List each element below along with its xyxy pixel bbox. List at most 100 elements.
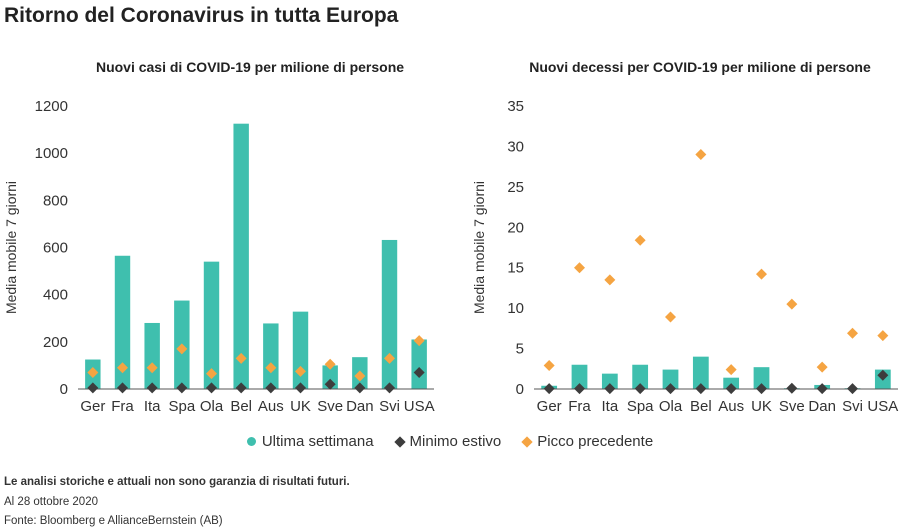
deaths-min-marker-bel	[695, 383, 707, 395]
cases-min-marker-sve	[324, 378, 336, 390]
cases-min-marker-usa	[413, 366, 425, 378]
deaths-xtick-label: Bel	[690, 398, 712, 415]
footer-disclaimer: Le analisi storiche e attuali non sono g…	[4, 476, 350, 488]
footer-source: Fonte: Bloomberg e AllianceBernstein (AB…	[4, 515, 223, 527]
footer-date: Al 28 ottobre 2020	[4, 496, 98, 508]
cases-xtick-label: Dan	[346, 398, 374, 415]
cases-xtick-label: Ita	[144, 398, 161, 415]
deaths-xtick-label: Svi	[842, 398, 863, 415]
deaths-ytick-label: 30	[507, 138, 524, 155]
cases-peak-marker-aus	[265, 362, 277, 374]
deaths-xtick-label: Aus	[718, 398, 744, 415]
legend-label-last-week: Ultima settimana	[261, 433, 374, 450]
deaths-peak-marker-usa	[877, 330, 889, 342]
cases-bar-usa	[411, 339, 427, 389]
cases-peak-marker-svi	[384, 352, 395, 364]
cases-xtick-label: Svi	[379, 398, 400, 415]
deaths-xtick-label: UK	[751, 398, 772, 415]
deaths-ytick-label: 5	[516, 341, 524, 358]
cases-peak-marker-ita	[146, 362, 158, 374]
deaths-peak-marker-aus	[725, 364, 737, 376]
circle-marker-icon	[246, 437, 256, 446]
cases-min-marker-fra	[117, 382, 128, 394]
deaths-xtick-label: Ger	[537, 398, 562, 415]
cases-peak-marker-fra	[117, 362, 128, 374]
diamond-marker-icon	[393, 435, 406, 448]
deaths-min-marker-sve	[786, 382, 798, 394]
legend-label-summer-min: Minimo estivo	[409, 433, 502, 450]
deaths-bar-uk	[753, 367, 770, 389]
deaths-ytick-label: 15	[507, 260, 524, 277]
deaths-xtick-label: Fra	[568, 398, 591, 415]
cases-peak-marker-dan	[354, 370, 366, 382]
cases-peak-marker-ola	[206, 368, 217, 380]
legend-item-last-week: Ultima settimana	[246, 433, 374, 450]
cases-min-marker-aus	[265, 382, 277, 394]
deaths-xtick-label: Sve	[779, 398, 805, 415]
deaths-min-marker-svi	[847, 383, 858, 395]
deaths-peak-marker-spa	[634, 234, 646, 246]
deaths-bar-fra	[571, 364, 588, 389]
deaths-min-marker-ola	[665, 383, 676, 395]
deaths-min-marker-dan	[816, 383, 828, 395]
cases-xtick-label: Sve	[317, 398, 343, 415]
cases-min-marker-ger	[87, 382, 99, 394]
deaths-xtick-label: Dan	[808, 398, 836, 415]
deaths-xtick-label: USA	[867, 398, 898, 415]
cases-ytick-label: 600	[43, 240, 68, 257]
deaths-ytick-label: 25	[507, 179, 524, 196]
cases-ytick-label: 400	[43, 287, 68, 304]
cases-ytick-label: 1000	[35, 145, 68, 162]
legend-label-previous-peak: Picco precedente	[537, 433, 654, 450]
cases-peak-marker-ger	[87, 366, 99, 378]
cases-min-marker-bel	[235, 382, 247, 394]
cases-bar-ita	[144, 322, 160, 389]
cases-ytick-label: 200	[43, 334, 68, 351]
cases-peak-marker-spa	[176, 343, 188, 355]
cases-ytick-label: 0	[60, 381, 68, 398]
deaths-peak-marker-uk	[756, 268, 767, 280]
deaths-ylabel: Media mobile 7 giorni	[471, 181, 487, 314]
cases-min-marker-ita	[146, 382, 158, 394]
deaths-ytick-label: 10	[507, 300, 524, 317]
cases-xtick-label: UK	[290, 398, 311, 415]
cases-xtick-label: Aus	[258, 398, 284, 415]
cases-min-marker-svi	[384, 382, 395, 394]
deaths-peak-marker-bel	[695, 149, 707, 161]
deaths-peak-marker-fra	[574, 262, 585, 274]
cases-bar-ola	[203, 261, 220, 389]
cases-bar-fra	[114, 255, 131, 389]
page-title: Ritorno del Coronavirus in tutta Europa	[4, 4, 399, 27]
cases-peak-marker-uk	[295, 365, 306, 377]
cases-ylabel: Media mobile 7 giorni	[3, 181, 19, 314]
cases-xtick-label: Ola	[200, 398, 224, 415]
deaths-ytick-label: 0	[516, 381, 524, 398]
cases-bar-bel	[233, 123, 249, 389]
cases-xtick-label: Spa	[168, 398, 195, 415]
chart-title-deaths: Nuovi decessi per COVID-19 per milione d…	[529, 59, 871, 75]
cases-xtick-label: Bel	[230, 398, 252, 415]
deaths-min-marker-ger	[543, 383, 555, 395]
cases-bar-aus	[263, 323, 279, 389]
deaths-min-marker-aus	[725, 383, 737, 395]
deaths-min-marker-fra	[574, 383, 585, 395]
cases-peak-marker-usa	[413, 335, 425, 347]
cases-min-marker-uk	[295, 382, 306, 394]
diamond-marker-orange-icon	[521, 435, 533, 448]
cases-ytick-label: 800	[43, 192, 68, 209]
cases-bar-svi	[381, 239, 398, 389]
deaths-peak-marker-ger	[543, 360, 555, 372]
deaths-min-marker-uk	[756, 383, 767, 395]
legend-item-previous-peak: Picco precedente	[521, 433, 654, 450]
deaths-peak-marker-svi	[847, 327, 858, 339]
cases-peak-marker-bel	[235, 352, 247, 364]
deaths-xtick-label: Spa	[627, 398, 654, 415]
deaths-peak-marker-ita	[604, 274, 616, 286]
legend: Ultima settimana Minimo estivo Picco pre…	[0, 433, 900, 450]
cases-bar-uk	[292, 311, 309, 389]
deaths-ytick-label: 20	[507, 219, 524, 236]
deaths-min-marker-usa	[877, 369, 889, 381]
cases-min-marker-dan	[354, 382, 366, 394]
